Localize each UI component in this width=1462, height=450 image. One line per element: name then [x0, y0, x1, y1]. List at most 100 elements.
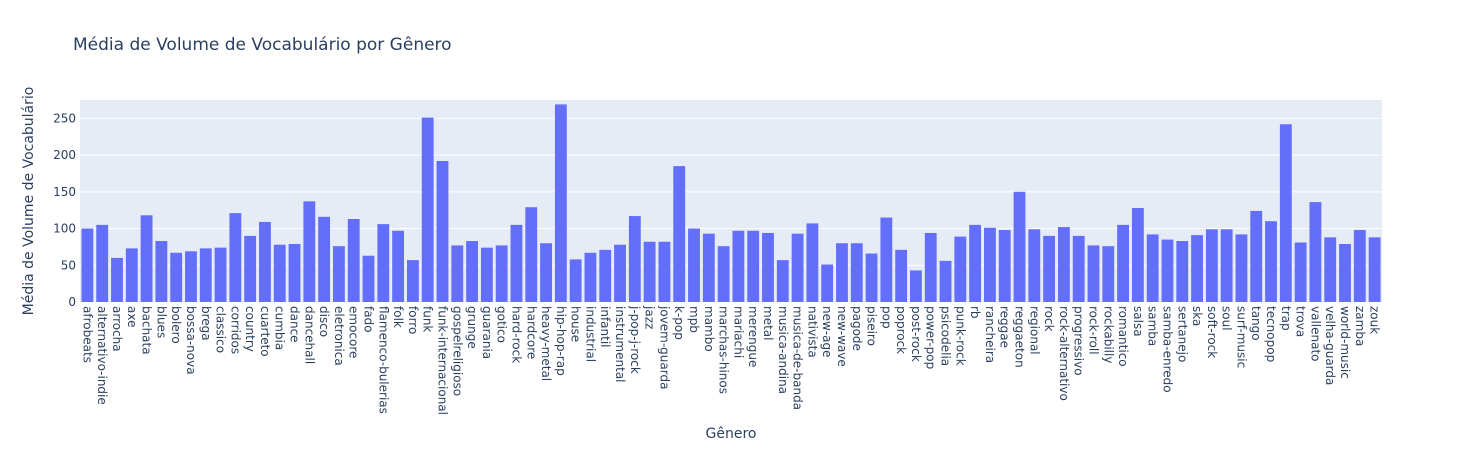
- bar-flamenco-bulerias[interactable]: [377, 224, 390, 302]
- bar-arrocha[interactable]: [111, 257, 123, 302]
- bar-piseiro[interactable]: [865, 253, 878, 302]
- bar-musica-andina[interactable]: [776, 260, 789, 302]
- bar-musica-de-banda[interactable]: [791, 233, 804, 302]
- bar-samba-enredo[interactable]: [1161, 239, 1174, 302]
- bar-classico[interactable]: [214, 247, 227, 302]
- bar-reggaeton[interactable]: [1013, 191, 1026, 302]
- x-tick-label: disco: [317, 306, 331, 337]
- bar-jovem-guarda[interactable]: [658, 241, 671, 302]
- x-tick-label: progressivo: [1072, 306, 1086, 376]
- bar-house[interactable]: [569, 259, 582, 302]
- bar-power-pop[interactable]: [924, 232, 937, 302]
- bar-bolero[interactable]: [170, 252, 183, 302]
- bar-regional[interactable]: [1028, 229, 1041, 302]
- bar-punk-rock[interactable]: [954, 236, 967, 302]
- bar-nativista[interactable]: [806, 223, 819, 302]
- bar-alternativo-indie[interactable]: [96, 224, 109, 302]
- bar-merengue[interactable]: [747, 230, 760, 302]
- x-tick-label: rock-roll: [1086, 306, 1100, 355]
- bar-axe[interactable]: [125, 248, 138, 302]
- bar-new-wave[interactable]: [836, 243, 848, 302]
- bar-new-age[interactable]: [821, 264, 834, 302]
- bar-bossa-nova[interactable]: [185, 251, 197, 302]
- bar-country[interactable]: [244, 235, 257, 302]
- bar-post-rock[interactable]: [910, 270, 922, 302]
- bar-progressivo[interactable]: [1072, 235, 1085, 302]
- bar-folk[interactable]: [392, 230, 405, 302]
- bar-funk[interactable]: [421, 117, 434, 302]
- bar-salsa[interactable]: [1131, 207, 1144, 302]
- bar-heavy-metal[interactable]: [540, 243, 552, 302]
- bar-reggae[interactable]: [998, 230, 1011, 302]
- bar-grunge[interactable]: [466, 241, 478, 302]
- bar-rock[interactable]: [1043, 235, 1056, 302]
- bar-tango[interactable]: [1250, 210, 1263, 302]
- bar-soul[interactable]: [1220, 229, 1233, 302]
- bar-bachata[interactable]: [140, 215, 153, 302]
- bar-instrumental[interactable]: [614, 244, 626, 302]
- bar-mambo[interactable]: [702, 233, 715, 302]
- bar-ska[interactable]: [1191, 235, 1203, 302]
- bar-fado[interactable]: [362, 255, 375, 302]
- x-tick-label: samba-enredo: [1160, 306, 1174, 393]
- bar-hip-hop-rap[interactable]: [554, 104, 567, 302]
- bar-psicodelia[interactable]: [939, 260, 952, 302]
- x-tick-label: soul: [1220, 306, 1234, 331]
- bar-guarania[interactable]: [480, 247, 493, 302]
- x-tick-label: vallenato: [1308, 306, 1322, 362]
- bar-trap[interactable]: [1279, 124, 1292, 303]
- bar-marchas-hinos[interactable]: [717, 246, 730, 302]
- bar-mariachi[interactable]: [732, 230, 745, 302]
- bar-mpb[interactable]: [688, 228, 700, 302]
- bar-infantil[interactable]: [599, 249, 612, 302]
- bar-blues[interactable]: [155, 241, 168, 302]
- bar-rancheira[interactable]: [984, 227, 996, 302]
- bar-soft-rock[interactable]: [1205, 229, 1218, 302]
- bar-rb[interactable]: [969, 224, 982, 302]
- bar-emocore[interactable]: [347, 218, 360, 302]
- bar-cumbia[interactable]: [273, 244, 286, 302]
- bar-k-pop[interactable]: [673, 166, 686, 302]
- bar-forro[interactable]: [406, 260, 419, 302]
- bar-cuarteto[interactable]: [259, 221, 271, 302]
- bar-gospelreligioso[interactable]: [451, 245, 464, 302]
- bar-tecnopop[interactable]: [1265, 221, 1277, 302]
- bar-zouk[interactable]: [1368, 237, 1381, 302]
- bar-industrial[interactable]: [584, 252, 597, 302]
- bar-gotico[interactable]: [495, 245, 508, 302]
- bar-hard-rock[interactable]: [510, 224, 523, 302]
- bar-disco[interactable]: [318, 216, 331, 302]
- x-tick-label: mpb: [687, 306, 701, 333]
- x-tick-label: post-rock: [909, 306, 923, 362]
- bar-hardcore[interactable]: [525, 207, 538, 302]
- bar-dancehall[interactable]: [303, 201, 316, 302]
- bar-sertanejo[interactable]: [1176, 241, 1189, 302]
- bar-world-music[interactable]: [1339, 243, 1351, 302]
- bar-vallenato[interactable]: [1309, 202, 1322, 302]
- x-tick-label: rock-alternativo: [1057, 306, 1071, 401]
- bar-rock-alternativo[interactable]: [1057, 227, 1070, 302]
- bar-jazz[interactable]: [643, 241, 656, 302]
- bar-samba[interactable]: [1146, 234, 1159, 302]
- bar-trova[interactable]: [1294, 242, 1307, 302]
- x-tick-label: cuarteto: [258, 306, 272, 357]
- bar-funk-internacional[interactable]: [436, 160, 449, 302]
- bar-corridos[interactable]: [229, 213, 242, 302]
- bar-afrobeats[interactable]: [81, 228, 94, 302]
- bar-eletronica[interactable]: [333, 246, 345, 302]
- bar-pagode[interactable]: [850, 243, 863, 302]
- x-tick-label: world-music: [1338, 306, 1352, 379]
- bar-rockabilly[interactable]: [1102, 246, 1115, 302]
- bar-pop[interactable]: [880, 217, 893, 302]
- bar-zamba[interactable]: [1353, 230, 1366, 302]
- bar-metal[interactable]: [762, 232, 774, 302]
- bar-romantico[interactable]: [1117, 224, 1129, 302]
- x-tick-label: punk-rock: [953, 306, 967, 366]
- bar-surf-music[interactable]: [1235, 234, 1248, 302]
- bar-j-pop-j-rock[interactable]: [628, 216, 641, 302]
- bar-brega[interactable]: [199, 248, 212, 302]
- bar-rock-roll[interactable]: [1087, 245, 1100, 302]
- bar-poprock[interactable]: [895, 249, 908, 302]
- bar-velha-guarda[interactable]: [1324, 237, 1337, 302]
- bar-dance[interactable]: [288, 243, 301, 302]
